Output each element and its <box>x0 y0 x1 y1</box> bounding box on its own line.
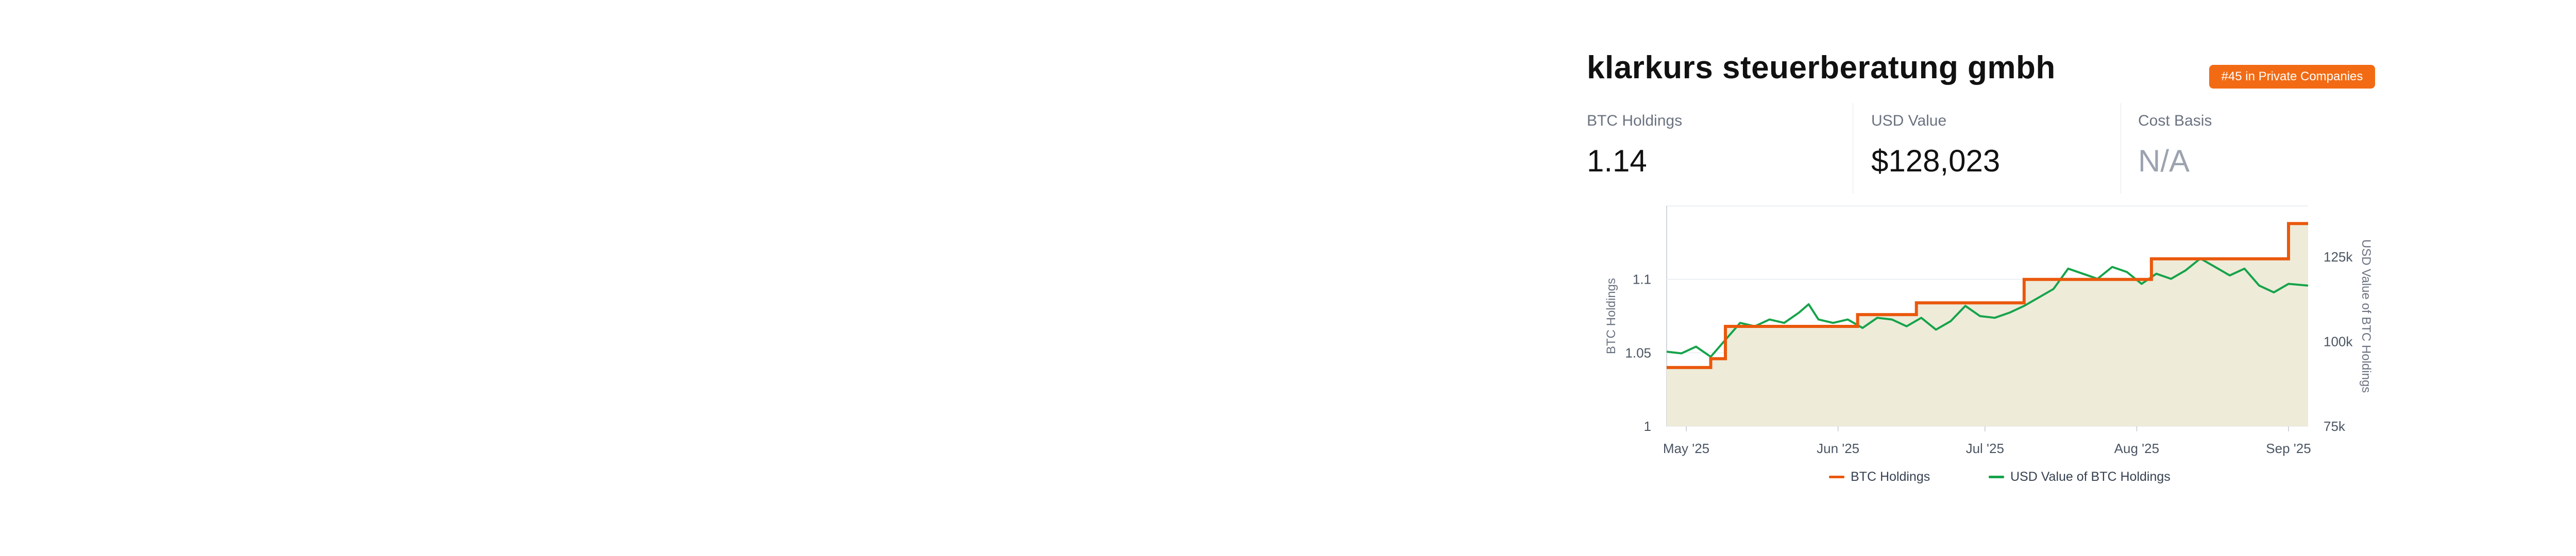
stat-value: 1.14 <box>1587 144 1647 178</box>
x-tick-label: May '25 <box>1663 441 1709 456</box>
y-right-tick-label: 100k <box>2324 334 2353 349</box>
btc-holdings-line <box>1667 222 2308 369</box>
btc-holdings-area <box>1667 223 2308 426</box>
stat-label: BTC Holdings <box>1587 112 1683 129</box>
legend-swatch-green <box>1989 476 2004 478</box>
x-tick-label: Sep '25 <box>2266 441 2311 456</box>
y-left-tick-label: 1 <box>1644 419 1651 434</box>
legend-swatch-orange <box>1829 476 1844 478</box>
y-right-tick-label: 75k <box>2324 419 2346 434</box>
usd-value-line <box>1666 257 2309 358</box>
stat-usd-value: USD Value $128,023 <box>1871 107 2119 197</box>
y-right-tick-label: 125k <box>2324 249 2353 265</box>
legend-label: USD Value of BTC Holdings <box>2010 470 2171 484</box>
btc-holdings-chart: 1 1.05 1.1 75k 100k 125k May '25 Jun '25 Jul '25… <box>1604 205 2373 456</box>
stat-value: $128,023 <box>1871 144 2001 178</box>
y-left-tick-label: 1.1 <box>1633 272 1651 287</box>
stat-label: Cost Basis <box>2138 112 2212 129</box>
company-card: klarkurs steuerberatung gmbh #45 in Priv… <box>1587 0 2391 556</box>
x-tick-label: Aug '25 <box>2114 441 2159 456</box>
y-left-tick-label: 1.05 <box>1625 345 1651 360</box>
legend-item-usd-value[interactable]: USD Value of BTC Holdings <box>1989 470 2171 484</box>
y-right-axis-title: USD Value of BTC Holdings <box>2359 239 2373 393</box>
stat-cost-basis: Cost Basis N/A <box>2138 107 2385 197</box>
y-left-axis-title: BTC Holdings <box>1604 278 1618 354</box>
x-tick-label: Jul '25 <box>1966 441 2004 456</box>
stat-value: N/A <box>2138 144 2190 178</box>
stat-label: USD Value <box>1871 112 1947 129</box>
rank-badge[interactable]: #45 in Private Companies <box>2209 65 2375 89</box>
legend-label: BTC Holdings <box>1851 470 1930 484</box>
x-tick-label: Jun '25 <box>1817 441 1859 456</box>
company-name: klarkurs steuerberatung gmbh <box>1587 50 2056 85</box>
stat-btc-holdings: BTC Holdings 1.14 <box>1587 107 1850 197</box>
legend-item-btc-holdings[interactable]: BTC Holdings <box>1829 470 1930 484</box>
